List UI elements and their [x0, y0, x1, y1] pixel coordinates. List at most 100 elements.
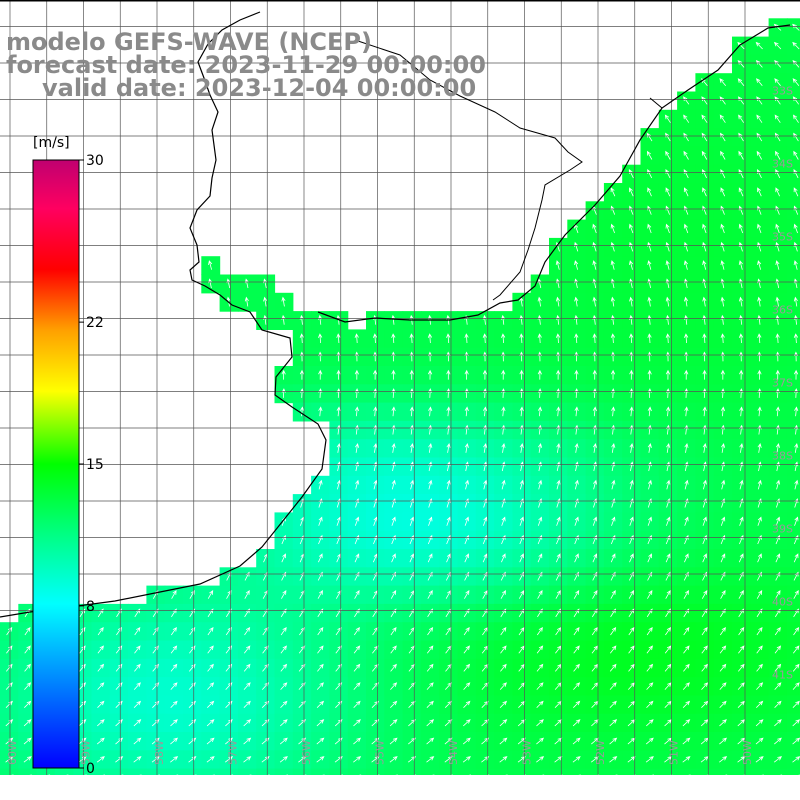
wind-arrow	[389, 756, 398, 763]
wind-arrow	[446, 442, 451, 453]
wind-cell	[91, 732, 111, 751]
wind-arrow	[757, 369, 762, 380]
wind-arrow	[450, 774, 453, 775]
wind-cell	[0, 732, 19, 751]
wind-cell	[640, 658, 660, 678]
wind-arrow	[774, 737, 782, 745]
wind-cell	[549, 768, 568, 775]
wind-cell	[458, 787, 477, 800]
longitude-label: 55W	[374, 740, 387, 765]
wind-cell	[201, 677, 221, 696]
wind-arrow	[372, 553, 378, 563]
wind-arrow	[482, 589, 488, 599]
wind-cell	[219, 732, 239, 751]
wind-arrow	[573, 645, 580, 654]
wind-cell	[603, 603, 623, 623]
wind-arrow	[556, 516, 561, 526]
wind-cell	[128, 622, 147, 642]
wind-arrow	[243, 645, 251, 654]
wind-arrow	[628, 589, 635, 599]
latitude-label: 41S	[772, 669, 793, 682]
wind-arrow	[737, 737, 746, 745]
wind-cell	[457, 640, 477, 660]
wind-cell	[750, 677, 770, 696]
wind-arrow	[486, 774, 490, 775]
wind-arrow	[702, 442, 707, 453]
wind-arrow	[610, 589, 616, 599]
wind-arrow	[263, 296, 268, 307]
wind-cell	[384, 750, 404, 770]
inland-border	[354, 39, 663, 301]
wind-cell	[366, 622, 385, 642]
lat-lon-grid: 33S 34S 35S 36S 37S 38S 39S 40S 41S 60W 59W 58W 57W 5…	[0, 0, 800, 775]
wind-cell	[530, 567, 550, 587]
wind-cell	[475, 768, 495, 775]
wind-arrow	[500, 663, 507, 672]
wind-arrow	[170, 626, 177, 636]
wind-cell	[0, 787, 19, 800]
wind-arrow	[335, 794, 343, 799]
wind-cell	[567, 787, 586, 800]
wind-arrow	[207, 794, 215, 799]
wind-cell	[494, 658, 513, 678]
wind-arrow	[281, 553, 286, 563]
wind-cell	[146, 695, 166, 715]
wind-cell	[768, 695, 788, 715]
wind-arrow	[775, 479, 781, 490]
wind-cell	[311, 640, 330, 660]
wind-arrow	[248, 774, 252, 775]
wind-cell	[512, 732, 532, 751]
wind-cell	[274, 658, 294, 678]
wind-cell	[750, 585, 770, 605]
wind-arrow	[647, 223, 652, 234]
wind-arrow	[427, 589, 433, 599]
wind-arrow	[426, 756, 435, 763]
wind-cell	[384, 567, 404, 587]
wind-arrow	[537, 296, 542, 307]
wind-arrow	[336, 333, 341, 344]
wind-cell	[622, 750, 642, 770]
wind-arrow	[413, 774, 417, 775]
wind-cell	[750, 768, 770, 775]
wind-arrow	[738, 296, 744, 307]
wind-arrow	[757, 296, 762, 307]
wind-arrow	[738, 553, 744, 563]
wind-cell	[219, 658, 239, 678]
wind-arrow	[317, 794, 325, 799]
wind-arrow	[79, 682, 87, 690]
wind-cell	[55, 787, 74, 800]
wind-cell	[732, 750, 751, 770]
wind-arrow	[592, 553, 598, 563]
wind-cell	[146, 732, 166, 751]
wind-arrow	[793, 626, 800, 636]
wind-cell	[786, 713, 800, 733]
wind-arrow	[243, 794, 251, 799]
wind-arrow	[574, 333, 579, 344]
wind-cell	[512, 768, 532, 775]
wind-cell	[713, 640, 733, 660]
wind-arrow	[464, 516, 469, 526]
wind-cell	[475, 585, 495, 605]
wind-cell	[530, 732, 550, 751]
wind-arrow	[463, 645, 470, 654]
wind-cell	[677, 750, 696, 770]
wind-arrow	[792, 78, 800, 87]
wind-arrow	[409, 516, 415, 526]
wind-arrow	[775, 516, 781, 526]
wind-cell	[18, 713, 38, 733]
wind-cell	[530, 658, 550, 678]
wind-arrow	[775, 260, 780, 270]
wind-cell	[622, 567, 642, 587]
wind-cell	[109, 658, 129, 678]
wind-arrow	[738, 333, 744, 344]
wind-arrow	[97, 626, 104, 636]
wind-cell	[658, 677, 678, 696]
wind-cell	[713, 750, 733, 770]
wind-cell	[530, 677, 550, 696]
wind-arrow	[354, 589, 360, 599]
wind-arrow	[774, 114, 781, 123]
wind-arrow	[591, 663, 599, 672]
wind-arrow	[647, 260, 652, 270]
colorbar-tick-label: 8	[86, 599, 95, 615]
wind-arrow	[151, 719, 160, 727]
